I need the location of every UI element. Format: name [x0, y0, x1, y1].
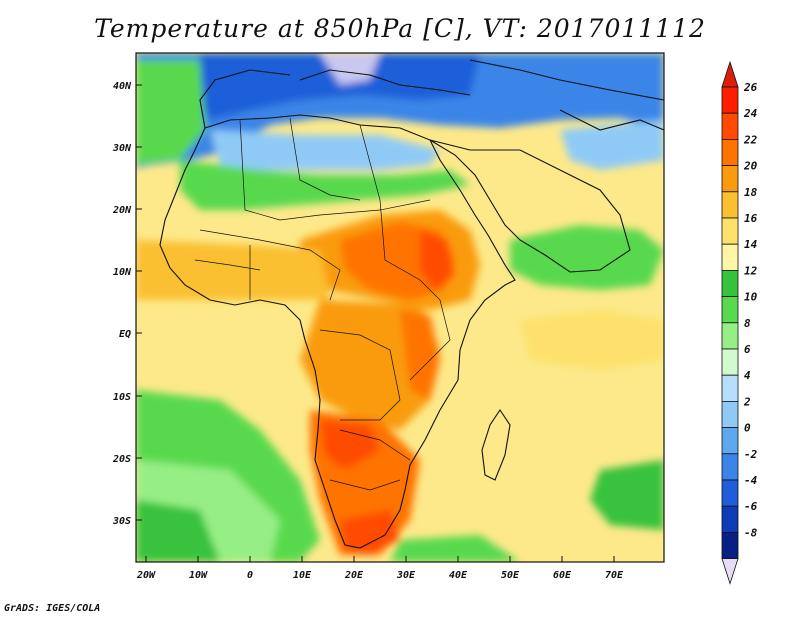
colorbar-tick-label: 12	[744, 264, 758, 277]
colorbar-swatch	[721, 532, 739, 560]
lon-label: 10E	[293, 570, 312, 581]
tick-marks	[136, 84, 615, 562]
lat-label: EQ	[119, 329, 131, 340]
lon-label: 20W	[136, 570, 156, 581]
colorbar-tick-label: 4	[744, 369, 751, 382]
lon-label: 50E	[501, 570, 520, 581]
colorbar-swatch	[721, 112, 739, 140]
colorbar-swatch	[721, 138, 739, 166]
colorbar-tick-label: -8	[744, 526, 758, 539]
credit-text: GrADS: IGES/COLA	[4, 603, 101, 614]
colorbar-overflow-arrow	[721, 60, 739, 88]
lon-label: 40E	[449, 570, 468, 581]
colorbar-swatch	[721, 505, 739, 533]
colorbar-tick-label: 16	[744, 212, 758, 225]
longitude-labels: 20W 10W 0 10E 20E 30E 40E 50E 60E 70E	[136, 570, 624, 581]
map-frame	[135, 52, 665, 563]
temperature-field	[136, 53, 664, 562]
colorbar-tick-label: 8	[744, 317, 751, 330]
colorbar-swatch	[721, 86, 739, 114]
colorbar-tick-label: -4	[744, 474, 758, 487]
lon-label: 30E	[396, 570, 416, 581]
colorbar-tick-label: 0	[744, 422, 751, 435]
lon-label: 70E	[605, 570, 624, 581]
coastlines	[159, 59, 664, 549]
colorbar-swatch	[721, 243, 739, 271]
colorbar-tick-label: 2	[743, 395, 751, 408]
colorbar-swatch	[721, 217, 739, 245]
lat-label: 20N	[112, 205, 132, 216]
colorbar-swatch	[721, 374, 739, 402]
colorbar-swatch	[721, 427, 739, 455]
colorbar-tick-label: -6	[744, 500, 758, 513]
colorbar-tick-label: -2	[744, 448, 758, 461]
colorbar-swatch	[721, 269, 739, 297]
lat-label: 20S	[112, 454, 131, 465]
colorbar-swatch	[721, 322, 739, 350]
map-title: Temperature at 850hPa [C], VT: 201701111…	[94, 14, 706, 43]
lon-label: 60E	[553, 570, 572, 581]
colorbar-tick-label: 18	[744, 186, 758, 199]
lon-label: 0	[247, 570, 253, 581]
colorbar-swatch	[721, 296, 739, 324]
colorbar-swatch	[721, 165, 739, 193]
colorbar-tick-label: 14	[744, 238, 758, 251]
colorbar-swatch	[721, 453, 739, 481]
colorbar-tick-label: 24	[743, 107, 758, 120]
lat-label: 10S	[113, 392, 131, 403]
colorbar-swatch	[721, 400, 739, 428]
lat-label: 30S	[112, 516, 131, 527]
lat-label: 40N	[113, 81, 132, 92]
lat-label: 10N	[113, 267, 132, 278]
colorbar-swatch	[721, 191, 739, 219]
lon-label: 10W	[189, 570, 208, 581]
colorbar-swatch	[721, 348, 739, 376]
lon-label: 20E	[344, 570, 364, 581]
country-borders	[194, 117, 451, 491]
colorbar-tick-label: 6	[744, 343, 751, 356]
colorbar-tick-label: 26	[743, 81, 758, 94]
colorbar-tick-label: 22	[743, 133, 758, 146]
colorbar-tick-label: 20	[743, 160, 758, 173]
colorbar-swatch	[721, 479, 739, 507]
colorbar	[721, 60, 739, 585]
latitude-labels: 40N 30N 20N 10N EQ 10S 20S 30S	[112, 81, 132, 527]
colorbar-tick-label: 10	[744, 291, 758, 304]
lat-label: 30N	[112, 143, 132, 154]
colorbar-underflow-arrow	[721, 558, 739, 585]
